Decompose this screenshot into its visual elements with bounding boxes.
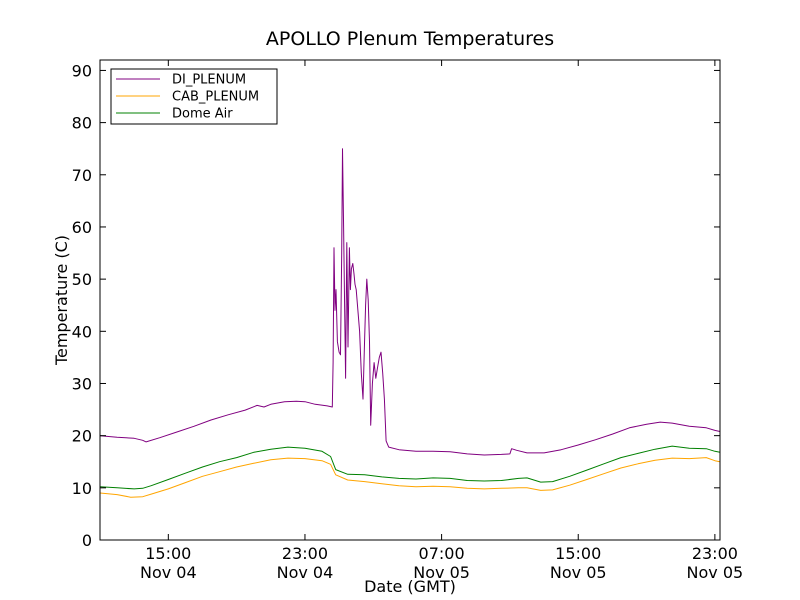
x-tick-date-label: Nov 05 xyxy=(550,563,607,582)
series-line-dome-air xyxy=(100,445,720,490)
y-tick-label: 30 xyxy=(72,374,92,393)
x-tick-date-label: Nov 04 xyxy=(140,563,197,582)
series-line-cab-plenum xyxy=(100,457,720,498)
x-tick-time-label: 15:00 xyxy=(555,544,601,563)
x-axis-label: Date (GMT) xyxy=(364,577,456,596)
legend-label-cab-plenum: CAB_PLENUM xyxy=(172,90,259,105)
y-tick-label: 0 xyxy=(82,531,92,550)
legend: DI_PLENUM CAB_PLENUM Dome Air xyxy=(110,68,278,125)
x-tick-time-label: 23:00 xyxy=(282,544,328,563)
x-tick-time-label: 23:00 xyxy=(692,544,738,563)
y-tick-label: 10 xyxy=(72,479,92,498)
x-tick-time-label: 15:00 xyxy=(145,544,191,563)
x-tick-date-label: Nov 04 xyxy=(277,563,334,582)
y-tick-label: 90 xyxy=(72,61,92,80)
y-tick-label: 60 xyxy=(72,218,92,237)
x-tick-date-label: Nov 05 xyxy=(687,563,744,582)
series-layer xyxy=(100,148,720,498)
series-line-di-plenum xyxy=(100,148,720,456)
y-tick-label: 80 xyxy=(72,114,92,133)
y-tick-label: 50 xyxy=(72,270,92,289)
y-axis-label: Temperature (C) xyxy=(52,235,71,366)
legend-label-di-plenum: DI_PLENUM xyxy=(172,73,246,88)
y-tick-label: 20 xyxy=(72,427,92,446)
y-tick-label: 40 xyxy=(72,322,92,341)
y-tick-label: 70 xyxy=(72,166,92,185)
legend-label-dome-air: Dome Air xyxy=(172,107,233,122)
x-tick-date-label: Nov 05 xyxy=(413,563,470,582)
x-tick-time-label: 07:00 xyxy=(419,544,465,563)
plot-frame xyxy=(99,59,721,541)
chart-title: APOLLO Plenum Temperatures xyxy=(266,28,554,50)
